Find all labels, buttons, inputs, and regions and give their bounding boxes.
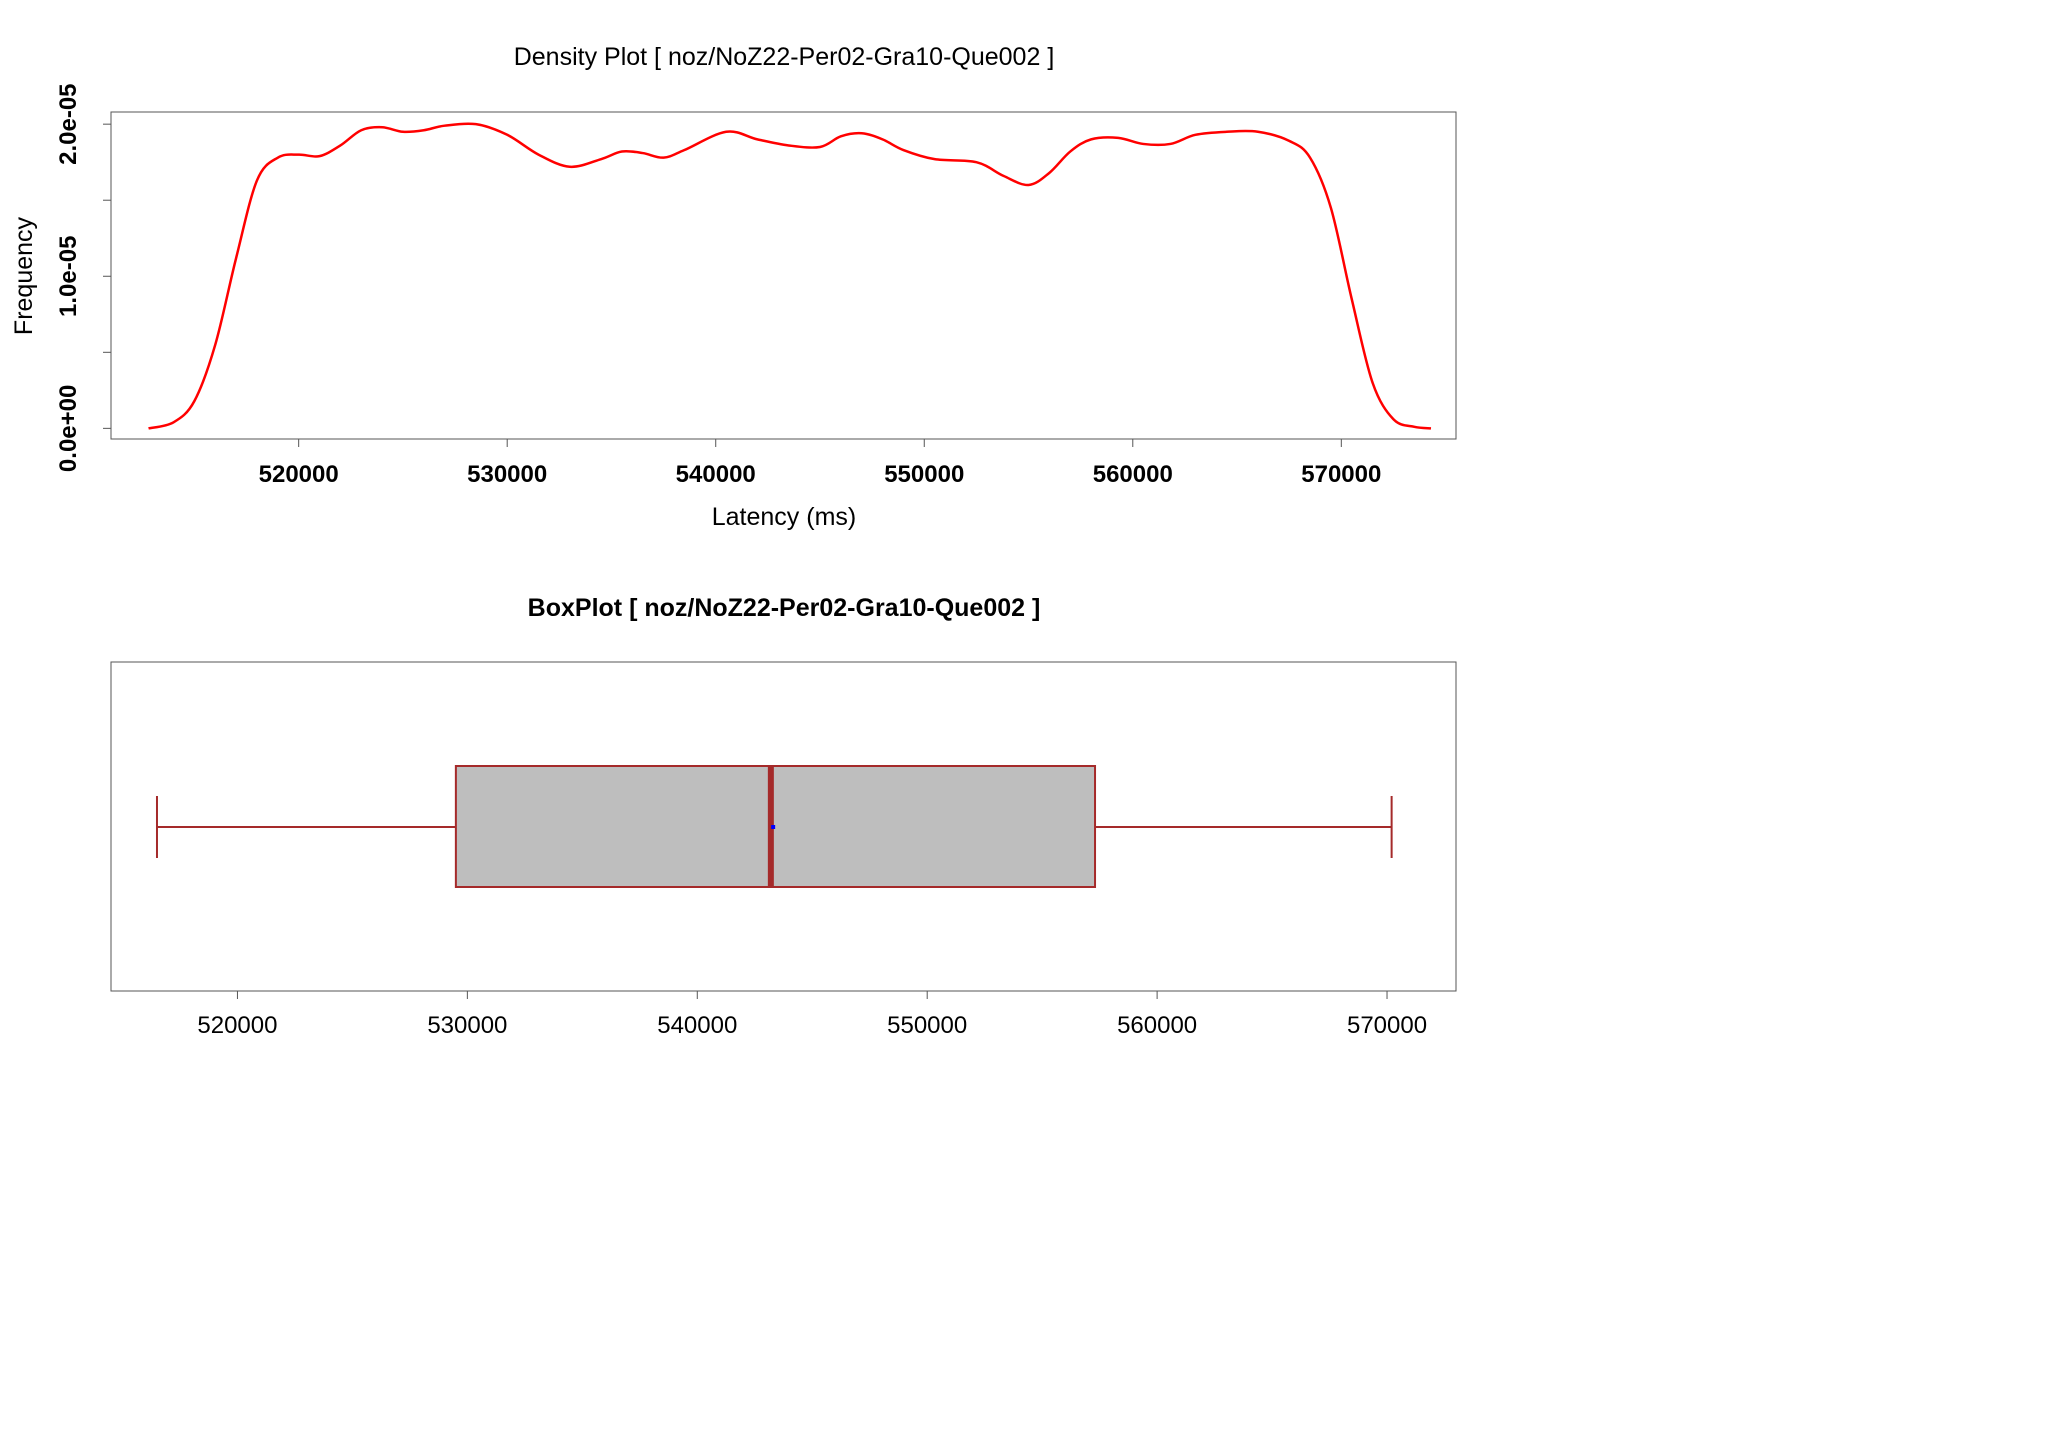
density-x-tick-label: 540000 [676, 461, 756, 488]
chart-canvas: Density Plot [ noz/NoZ22-Per02-Gra10-Que… [10, 43, 1457, 1039]
box-x-tick-label: 520000 [197, 1012, 277, 1039]
density-x-tick-label: 550000 [884, 461, 964, 488]
density-title: Density Plot [ noz/NoZ22-Per02-Gra10-Que… [514, 43, 1055, 71]
box-title: BoxPlot [ noz/NoZ22-Per02-Gra10-Que002 ] [528, 594, 1041, 622]
box-x-tick-label: 550000 [887, 1012, 967, 1039]
density-series-line [148, 122, 1432, 430]
box-x-tick-label: 570000 [1347, 1012, 1427, 1039]
density-x-tick-label: 560000 [1093, 461, 1173, 488]
density-plot: Density Plot [ noz/NoZ22-Per02-Gra10-Que… [10, 43, 1457, 531]
box-x-tick-label: 560000 [1117, 1012, 1197, 1039]
density-x-axis: 520000 530000 540000 550000 560000 570000 [259, 438, 1381, 488]
density-y-tick-label: 1.0e-05 [55, 236, 82, 317]
box-marks [155, 765, 1393, 888]
box-iqr-rect [454, 765, 1097, 888]
box-mean-point [771, 825, 776, 829]
density-y-tick-label: 0.0e+00 [55, 385, 82, 472]
density-x-tick-label: 530000 [467, 461, 547, 488]
density-y-axis: 0.0e+00 1.0e-05 2.0e-05 [55, 83, 111, 472]
density-x-tick-label: 570000 [1301, 461, 1381, 488]
density-plot-frame [110, 111, 1457, 440]
box-plot: BoxPlot [ noz/NoZ22-Per02-Gra10-Que002 ]… [110, 594, 1457, 1039]
density-y-tick-label: 2.0e-05 [55, 83, 82, 164]
box-x-tick-label: 530000 [427, 1012, 507, 1039]
density-x-axis-label: Latency (ms) [712, 503, 856, 531]
box-x-axis: 520000 530000 540000 550000 560000 570000 [197, 990, 1427, 1039]
box-x-tick-label: 540000 [657, 1012, 737, 1039]
density-x-tick-label: 520000 [259, 461, 339, 488]
density-y-axis-label: Frequency [10, 216, 38, 335]
